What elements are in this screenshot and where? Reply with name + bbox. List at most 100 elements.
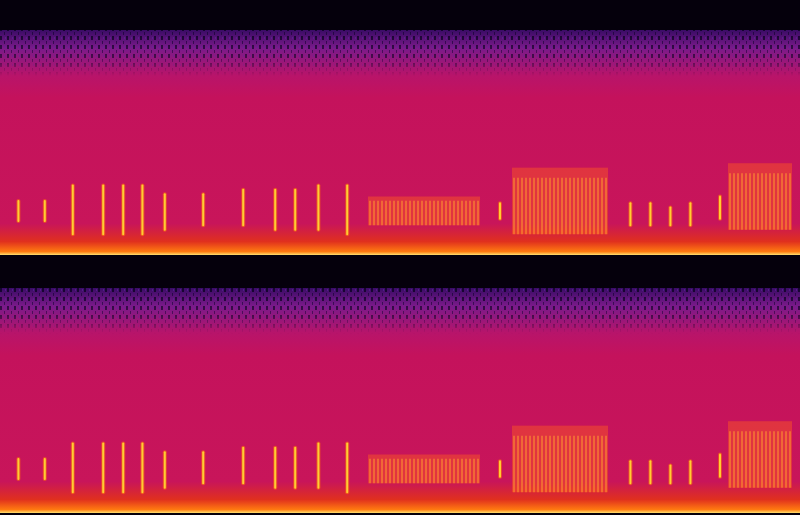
call-glow — [201, 194, 205, 225]
band-stroke — [513, 178, 514, 235]
panel-background — [0, 288, 800, 513]
band-stroke — [789, 431, 790, 488]
band-stroke — [405, 459, 406, 484]
call-glow — [101, 443, 105, 492]
band-stroke — [529, 436, 530, 493]
call — [141, 185, 143, 234]
band-stroke — [777, 173, 778, 230]
call — [317, 443, 319, 487]
band-stroke — [593, 436, 594, 493]
band-stroke — [393, 459, 394, 484]
band-stroke — [585, 178, 586, 235]
band-stroke — [521, 178, 522, 235]
call — [719, 455, 721, 477]
call — [346, 185, 348, 234]
call — [202, 452, 204, 483]
band-stroke — [729, 173, 730, 230]
band-stroke — [745, 431, 746, 488]
marks — [18, 163, 792, 234]
band-stroke — [401, 201, 402, 226]
dense-band-group — [728, 421, 792, 488]
band-stroke — [589, 178, 590, 235]
call-glow — [163, 194, 167, 230]
band-stroke — [757, 173, 758, 230]
call — [122, 185, 124, 234]
band-stroke — [429, 201, 430, 226]
dense-band — [728, 421, 792, 488]
band-stroke — [425, 201, 426, 226]
band-stroke — [381, 201, 382, 226]
dense-band-group — [512, 168, 608, 235]
band-stroke — [397, 201, 398, 226]
call-glow — [121, 185, 125, 234]
dense-band-group — [368, 455, 480, 484]
call — [242, 448, 244, 484]
band-stroke — [465, 459, 466, 484]
call — [649, 203, 651, 225]
band-stroke — [733, 173, 734, 230]
band-stroke — [597, 436, 598, 493]
band-stroke — [449, 459, 450, 484]
band-stroke — [469, 201, 470, 226]
band-stroke — [517, 178, 518, 235]
band-stroke — [453, 459, 454, 484]
band-stroke — [437, 201, 438, 226]
band-stroke — [525, 178, 526, 235]
band-stroke — [525, 436, 526, 493]
call-glow — [718, 197, 722, 219]
call — [72, 185, 74, 234]
band-stroke — [553, 178, 554, 235]
call — [164, 194, 166, 230]
band-stroke — [409, 201, 410, 226]
dense-band — [368, 197, 480, 226]
band-stroke — [765, 431, 766, 488]
band-stroke — [405, 201, 406, 226]
band-stroke — [537, 178, 538, 235]
noise-band — [0, 288, 800, 334]
band-stroke — [393, 201, 394, 226]
call-glow — [273, 448, 277, 488]
dense-band — [512, 426, 608, 493]
band-stroke — [457, 459, 458, 484]
band-stroke — [597, 178, 598, 235]
dense-band-group — [512, 426, 608, 493]
call — [649, 461, 651, 483]
band-stroke — [413, 459, 414, 484]
call-glow — [121, 443, 125, 492]
band-stroke — [465, 201, 466, 226]
band-stroke — [409, 459, 410, 484]
call-glow — [345, 185, 349, 234]
band-stroke — [785, 431, 786, 488]
call-glow — [648, 461, 652, 483]
band-stroke — [389, 201, 390, 226]
band-stroke — [757, 431, 758, 488]
band-stroke — [441, 201, 442, 226]
band-stroke — [389, 459, 390, 484]
band-stroke — [449, 201, 450, 226]
band-stroke — [533, 436, 534, 493]
band-stroke — [557, 178, 558, 235]
band-stroke — [561, 436, 562, 493]
band-stroke — [433, 201, 434, 226]
band-stroke — [585, 436, 586, 493]
band-stroke — [477, 459, 478, 484]
band-stroke — [425, 459, 426, 484]
band-stroke — [521, 436, 522, 493]
channel-panel — [0, 288, 800, 513]
panel-background — [0, 30, 800, 255]
call-glow — [293, 448, 297, 488]
band-stroke — [761, 173, 762, 230]
band-stroke — [589, 436, 590, 493]
band-stroke — [457, 201, 458, 226]
band-stroke — [369, 201, 370, 226]
call — [44, 459, 46, 479]
band-stroke — [373, 459, 374, 484]
noise-band — [0, 30, 800, 76]
call — [689, 461, 691, 483]
band-stroke — [741, 173, 742, 230]
band-stroke — [445, 459, 446, 484]
call-glow — [316, 185, 320, 229]
call — [102, 185, 104, 234]
dense-band-group — [728, 163, 792, 230]
band-stroke — [789, 173, 790, 230]
